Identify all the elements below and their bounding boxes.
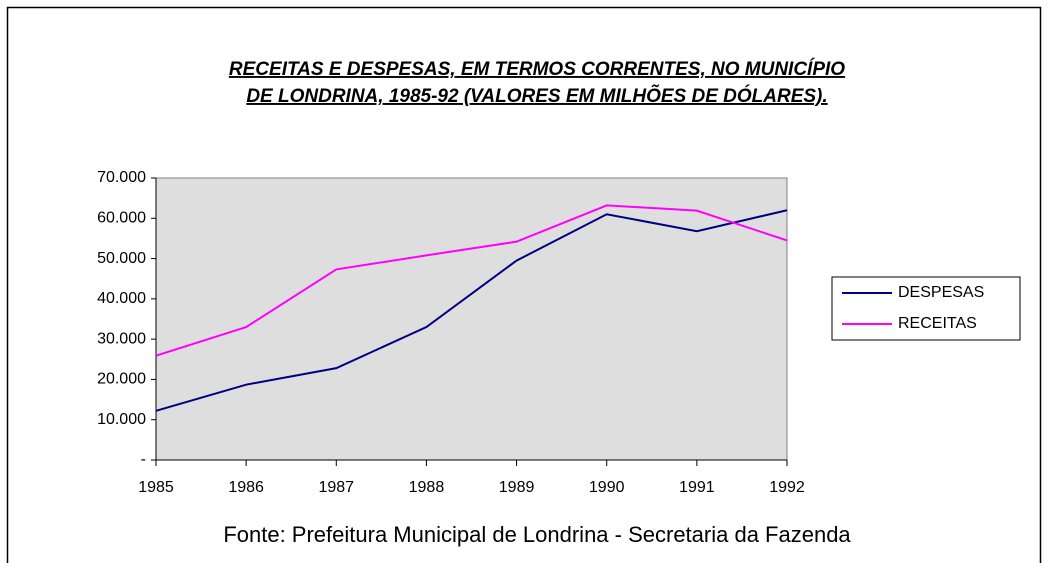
y-tick-label: 30.000 bbox=[97, 330, 146, 347]
y-tick-label: - bbox=[141, 451, 146, 468]
x-tick-label: 1992 bbox=[769, 479, 805, 496]
frame bbox=[6, 6, 1042, 563]
x-tick-label: 1988 bbox=[409, 479, 445, 496]
chart-title: RECEITAS E DESPESAS, EM TERMOS CORRENTES… bbox=[229, 58, 845, 80]
x-tick-label: 1990 bbox=[589, 479, 625, 496]
x-tick-label: 1989 bbox=[499, 479, 535, 496]
series-line bbox=[155, 204, 788, 357]
plot-area bbox=[155, 177, 788, 461]
source-note: Fonte: Prefeitura Municipal de Londrina … bbox=[223, 522, 851, 547]
legend-label: DESPESAS bbox=[898, 284, 984, 301]
y-tick-label: 10.000 bbox=[97, 411, 146, 428]
legend-label: RECEITAS bbox=[898, 315, 977, 332]
y-tick-label: 20.000 bbox=[97, 371, 146, 388]
x-tick-label: 1985 bbox=[138, 479, 174, 496]
y-tick-label: 50.000 bbox=[97, 250, 146, 267]
y-tick-label: 40.000 bbox=[97, 290, 146, 307]
series-line bbox=[155, 209, 788, 412]
x-tick-label: 1987 bbox=[318, 479, 354, 496]
legend-box bbox=[831, 276, 1021, 341]
x-tick-label: 1991 bbox=[679, 479, 715, 496]
x-tick-label: 1986 bbox=[228, 479, 264, 496]
y-tick-label: 70.000 bbox=[97, 169, 146, 186]
chart-title: DE LONDRINA, 1985-92 (VALORES EM MILHÕES… bbox=[246, 85, 827, 107]
y-tick-label: 60.000 bbox=[97, 210, 146, 227]
